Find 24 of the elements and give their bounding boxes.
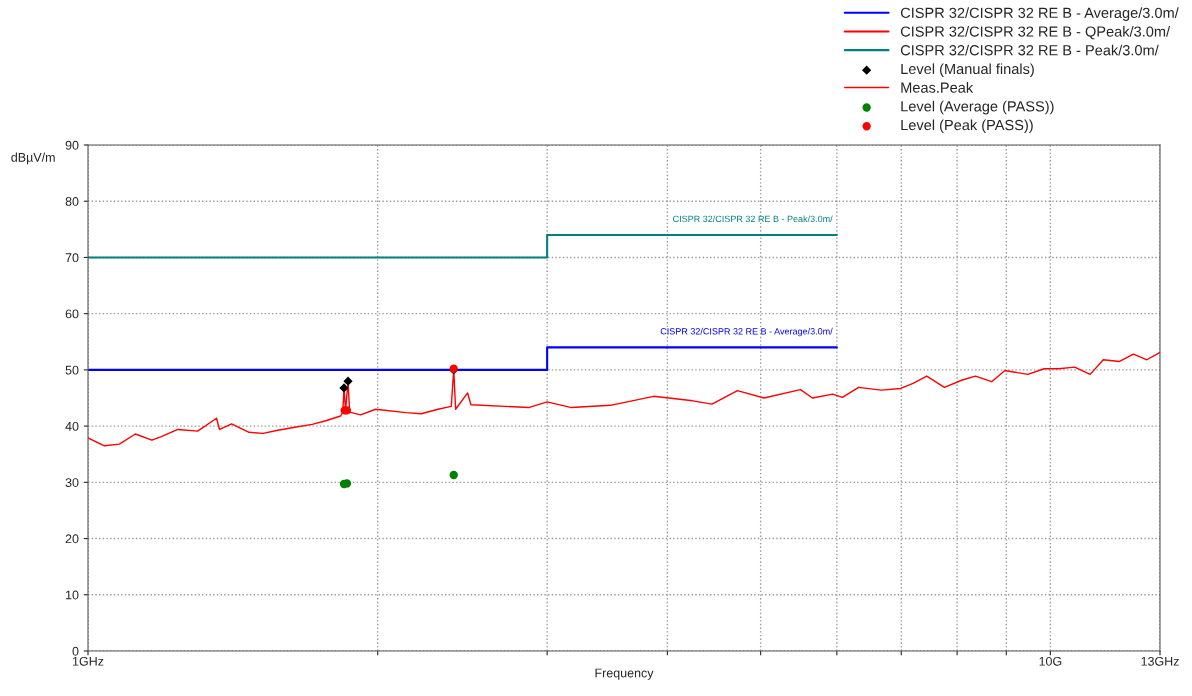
annotation: CISPR 32/CISPR 32 RE B - Average/3.0m/ <box>660 327 833 337</box>
legend-label: Level (Average (PASS)) <box>901 100 1054 115</box>
y-tick-label: 50 <box>65 365 79 375</box>
legend-label: Meas.Peak <box>901 82 974 93</box>
y-tick-label: 90 <box>65 140 79 150</box>
legend-label: CISPR 32/CISPR 32 RE B - Average/3.0m/ <box>900 7 1179 21</box>
x-tick-label: 10G <box>1039 656 1062 666</box>
y-tick-label: 10 <box>66 590 79 600</box>
y-tick-label: 30 <box>65 478 79 487</box>
y-tick-label: 20 <box>65 534 79 544</box>
y-axis-title: dBµV/m <box>11 152 55 165</box>
x-tick-label: 1GHz <box>72 656 104 666</box>
y-tick-label: 60 <box>65 309 79 319</box>
y-tick-label: 40 <box>65 421 79 431</box>
annotation: CISPR 32/CISPR 32 RE B - Peak/3.0m/ <box>673 215 833 223</box>
x-axis-title: Frequency <box>595 668 654 680</box>
legend-label: Level (Manual finals) <box>901 63 1034 77</box>
y-tick-label: 80 <box>65 197 79 206</box>
y-tick-label: 70 <box>65 253 79 263</box>
y-tick-label: 0 <box>72 646 79 656</box>
legend-label: CISPR 32/CISPR 32 RE B - QPeak/3.0m/ <box>900 25 1171 40</box>
legend-label: Level (Peak (PASS)) <box>901 119 1033 134</box>
x-tick-label: 13GHz <box>1141 656 1179 666</box>
legend-label: CISPR 32/CISPR 32 RE B - Peak/3.0m/ <box>900 44 1159 56</box>
